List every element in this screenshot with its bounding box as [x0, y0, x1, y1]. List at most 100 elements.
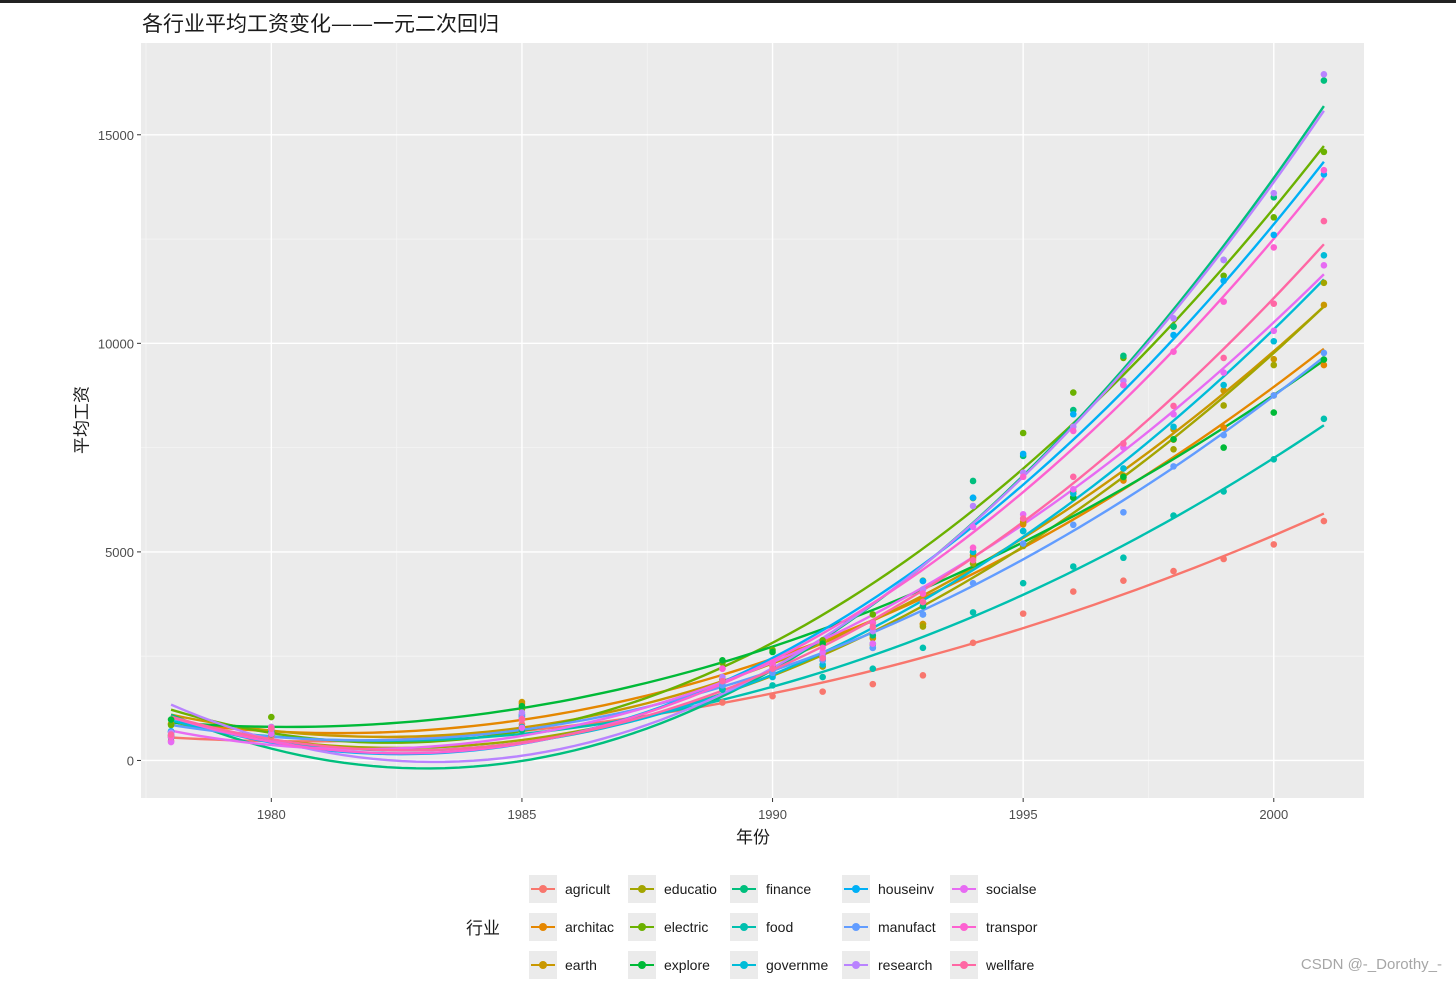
- point-food: [1069, 563, 1077, 570]
- point-houseinv: [1220, 277, 1227, 285]
- point-explore: [1220, 444, 1227, 451]
- point-wellfare: [819, 654, 826, 662]
- point-finance: [1120, 352, 1127, 360]
- legend-key-dot: [740, 885, 748, 893]
- legend-key-dot: [638, 961, 646, 969]
- legend-key-dot: [638, 923, 646, 931]
- point-agricult: [819, 688, 826, 695]
- legend-item-architac: architac: [529, 912, 614, 942]
- legend-item-wellfare: wellfare: [950, 950, 1034, 980]
- point-agricult: [719, 699, 726, 706]
- point-agricult: [869, 680, 877, 688]
- point-agricult: [1120, 577, 1127, 584]
- point-finance: [1170, 323, 1177, 330]
- point-electric: [1320, 148, 1328, 156]
- point-earth: [1320, 301, 1328, 309]
- point-explore: [518, 702, 526, 710]
- point-socialse: [1220, 369, 1227, 376]
- point-wellfare: [1019, 515, 1027, 522]
- legend-key-dot: [852, 885, 860, 893]
- legend-key-explore: [628, 951, 656, 979]
- axis-ticks: [137, 134, 1275, 802]
- legend-item-transpor: transpor: [950, 912, 1037, 942]
- legend-label: research: [878, 957, 933, 973]
- legend-label: finance: [766, 881, 812, 897]
- point-transpor: [919, 590, 927, 597]
- point-socialse: [1270, 327, 1278, 335]
- point-research: [1220, 256, 1227, 264]
- legend-label: explore: [664, 957, 710, 973]
- legend-label: wellfare: [986, 957, 1035, 973]
- point-research: [1270, 189, 1278, 197]
- y-tick-label: 10000: [98, 336, 134, 351]
- point-earth: [1270, 355, 1278, 363]
- point-manufact: [969, 579, 977, 587]
- legend-key-wellfare: [950, 951, 978, 979]
- point-wellfare: [919, 598, 927, 606]
- point-transpor: [969, 544, 977, 552]
- point-transpor: [769, 659, 776, 666]
- legend-key-electric: [628, 913, 656, 941]
- point-wellfare: [969, 556, 977, 564]
- point-manufact: [1019, 540, 1027, 547]
- legend-label: agricult: [565, 881, 611, 897]
- legend-key-manufact: [842, 913, 870, 941]
- x-tick-label: 1985: [507, 807, 536, 822]
- legend-label: educatio: [664, 881, 717, 897]
- point-explore: [1270, 409, 1278, 416]
- point-houseinv: [1069, 410, 1077, 418]
- point-manufact: [1069, 521, 1077, 529]
- data-points: [167, 70, 1328, 746]
- legend-key-governme: [730, 951, 758, 979]
- minor-gridlines: [141, 43, 1364, 798]
- point-transpor: [1320, 166, 1328, 174]
- point-agricult: [1270, 541, 1278, 548]
- legend-key-dot: [960, 923, 968, 931]
- point-food: [1220, 488, 1227, 495]
- point-houseinv: [1170, 331, 1177, 339]
- legend-item-houseinv: houseinv: [842, 874, 934, 904]
- point-transpor: [1170, 348, 1177, 355]
- point-transpor: [1069, 427, 1077, 435]
- legend-item-earth: earth: [529, 950, 597, 980]
- point-houseinv: [969, 494, 977, 501]
- point-food: [819, 673, 826, 681]
- legend-label: architac: [565, 919, 615, 935]
- point-wellfare: [869, 623, 877, 631]
- point-wellfare: [167, 731, 175, 738]
- point-wellfare: [1170, 402, 1177, 410]
- point-electric: [167, 721, 175, 729]
- point-wellfare: [1120, 440, 1127, 447]
- plot-panel: [141, 43, 1364, 798]
- legend-item-educatio: educatio: [628, 874, 717, 904]
- point-socialse: [167, 738, 175, 746]
- point-educatio: [1270, 361, 1278, 369]
- legend-label: transpor: [986, 919, 1038, 935]
- point-governme: [1270, 337, 1278, 345]
- legend-label: houseinv: [878, 881, 935, 897]
- y-tick-label: 5000: [105, 545, 134, 560]
- point-explore: [769, 648, 776, 656]
- legend-item-electric: electric: [628, 912, 708, 942]
- point-houseinv: [1270, 231, 1278, 239]
- point-wellfare: [1220, 354, 1227, 362]
- point-agricult: [1170, 567, 1177, 575]
- chart-title: 各行业平均工资变化——一元二次回归: [142, 12, 499, 36]
- point-food: [1170, 512, 1177, 519]
- legend-label: governme: [766, 957, 829, 973]
- legend-key-earth: [529, 951, 557, 979]
- legend-key-architac: [529, 913, 557, 941]
- point-transpor: [1120, 381, 1127, 389]
- legend-key-educatio: [628, 875, 656, 903]
- point-explore: [719, 657, 726, 664]
- point-wellfare: [1320, 217, 1328, 225]
- point-electric: [1019, 429, 1027, 437]
- point-agricult: [1220, 555, 1227, 563]
- point-educatio: [1320, 279, 1328, 287]
- legend-item-food: food: [730, 912, 793, 942]
- point-wellfare: [1069, 473, 1077, 481]
- point-socialse: [869, 640, 877, 647]
- legend-item-agricult: agricult: [529, 874, 610, 904]
- point-agricult: [1320, 517, 1328, 525]
- point-agricult: [969, 639, 977, 647]
